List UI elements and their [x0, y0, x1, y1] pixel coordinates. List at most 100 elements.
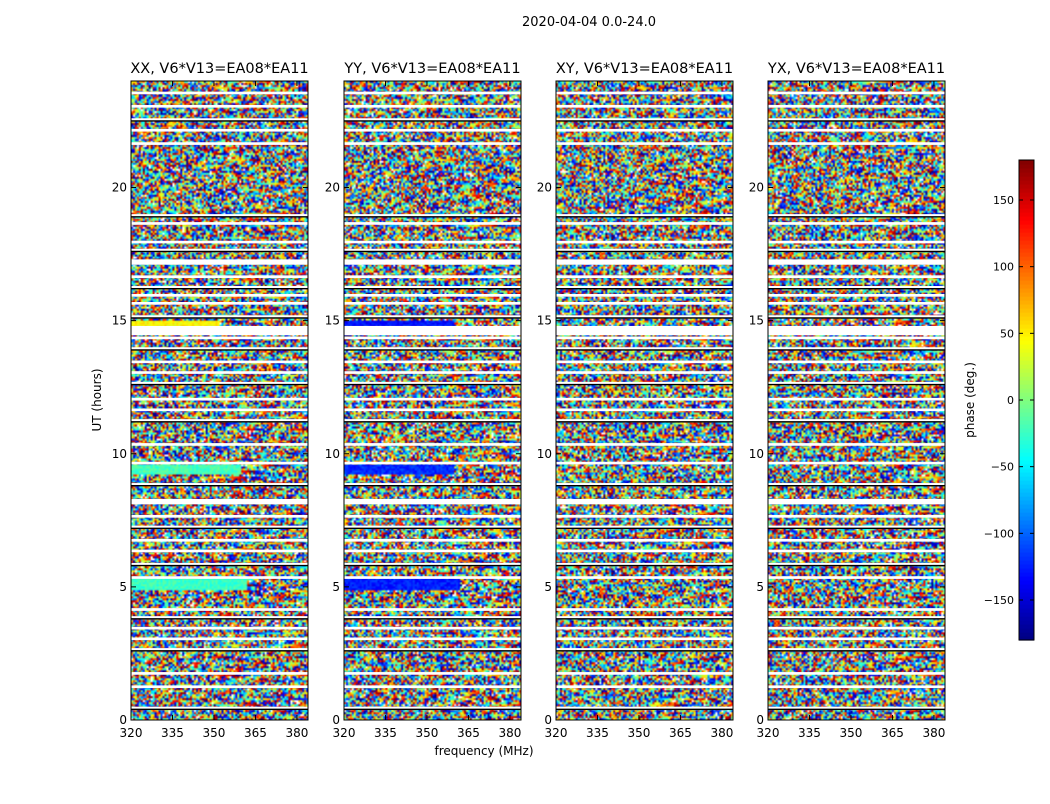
colorbar-tick-label-4: 50 — [1000, 327, 1014, 340]
x-tick-label-1-0: 320 — [333, 726, 356, 740]
flagged-row-2-38 — [556, 128, 733, 132]
flagged-row-0-3 — [131, 648, 308, 651]
y-tick-label-0-1: 5 — [119, 580, 127, 594]
colorbar: −150 −100 −50 0 50 100 150 — [984, 159, 1035, 641]
flagged-row-1-29 — [344, 294, 521, 297]
flag-block-0 — [131, 327, 308, 336]
flagged-row-1-36 — [344, 214, 521, 217]
colorbar-segment — [1019, 484, 1034, 489]
flag-block-1 — [344, 327, 521, 336]
x-tick-label-1-1: 335 — [374, 726, 397, 740]
colorbar-segment — [1019, 552, 1034, 557]
colorbar-segment — [1019, 336, 1034, 341]
flagged-row-1-23 — [344, 360, 521, 364]
colorbar-segment — [1019, 328, 1034, 333]
colorbar-segment — [1019, 240, 1034, 245]
colorbar-segment — [1019, 620, 1034, 625]
flagged-row-0-7 — [131, 608, 308, 611]
colorbar-segment — [1019, 160, 1034, 165]
flagged-row-1-28 — [344, 301, 521, 305]
flagged-row-0-8 — [131, 576, 308, 579]
flagged-row-0-30 — [131, 286, 308, 289]
flagged-row-2-29 — [556, 294, 733, 297]
flagged-row-3-3 — [768, 648, 945, 651]
flagged-row-0-5 — [131, 626, 308, 630]
colorbar-segment — [1019, 568, 1034, 573]
colorbar-segment — [1019, 420, 1034, 425]
colorbar-segment — [1019, 524, 1034, 529]
flagged-row-0-11 — [131, 538, 308, 542]
colorbar-segment — [1019, 560, 1034, 565]
y-tick-label-2-4: 20 — [537, 181, 552, 195]
x-tick-label-0-1: 335 — [161, 726, 184, 740]
flagged-row-0-32 — [131, 259, 308, 265]
flagged-row-2-19 — [556, 408, 733, 412]
y-tick-label-0-2: 10 — [112, 447, 127, 461]
colorbar-segment — [1019, 384, 1034, 389]
colorbar-segment — [1019, 352, 1034, 357]
colorbar-segment — [1019, 572, 1034, 577]
colorbar-segment — [1019, 520, 1034, 525]
colorbar-segment — [1019, 440, 1034, 445]
flagged-row-1-41 — [344, 91, 521, 95]
flagged-row-1-25 — [344, 336, 521, 340]
colorbar-segment — [1019, 592, 1034, 597]
flagged-row-3-31 — [768, 275, 945, 279]
colorbar-segment — [1019, 636, 1034, 641]
flagged-row-0-33 — [131, 248, 308, 252]
flagged-row-1-11 — [344, 538, 521, 542]
flagged-row-2-30 — [556, 286, 733, 289]
colorbar-segment — [1019, 528, 1034, 533]
flagged-row-3-28 — [768, 301, 945, 305]
flagged-row-0-21 — [131, 381, 308, 385]
colorbar-segment — [1019, 500, 1034, 505]
flagged-row-1-17 — [344, 443, 521, 446]
colorbar-segment — [1019, 496, 1034, 501]
x-tick-label-1-2: 350 — [416, 726, 439, 740]
flagged-row-1-27 — [344, 315, 521, 318]
flagged-row-3-39 — [768, 118, 945, 121]
flagged-row-3-25 — [768, 336, 945, 340]
colorbar-segment — [1019, 596, 1034, 601]
colorbar-segment — [1019, 404, 1034, 409]
flagged-row-2-28 — [556, 301, 733, 305]
flagged-row-2-2 — [556, 672, 733, 675]
x-tick-label-2-3: 365 — [669, 726, 692, 740]
flagged-row-2-40 — [556, 104, 733, 108]
flagged-row-1-16 — [344, 461, 521, 465]
flagged-row-3-29 — [768, 294, 945, 297]
colorbar-segment — [1019, 512, 1034, 517]
colorbar-segment — [1019, 364, 1034, 369]
colorbar-segment — [1019, 480, 1034, 485]
colorbar-segment — [1019, 204, 1034, 209]
flagged-row-0-0 — [131, 706, 308, 710]
colorbar-segment — [1019, 532, 1034, 537]
x-tick-label-1-4: 380 — [498, 726, 521, 740]
flagged-row-3-23 — [768, 360, 945, 364]
x-tick-label-0-4: 380 — [285, 726, 308, 740]
flagged-row-2-17 — [556, 443, 733, 446]
colorbar-segment — [1019, 236, 1034, 241]
flagged-row-3-37 — [768, 142, 945, 145]
colorbar-segment — [1019, 280, 1034, 285]
colorbar-segment — [1019, 508, 1034, 513]
flagged-row-3-19 — [768, 408, 945, 412]
flagged-row-1-0 — [344, 706, 521, 710]
colorbar-segment — [1019, 452, 1034, 457]
flagged-row-0-36 — [131, 214, 308, 217]
flagged-row-0-27 — [131, 315, 308, 318]
colorbar-segment — [1019, 580, 1034, 585]
colorbar-segment — [1019, 460, 1034, 465]
y-tick-label-3-3: 15 — [749, 314, 764, 328]
flagged-row-3-4 — [768, 637, 945, 641]
flagged-row-2-4 — [556, 637, 733, 641]
colorbar-segment — [1019, 492, 1034, 497]
flagged-row-2-22 — [556, 371, 733, 374]
x-tick-label-3-3: 365 — [881, 726, 904, 740]
y-tick-label-3-0: 0 — [756, 713, 764, 727]
flagged-row-3-35 — [768, 222, 945, 225]
flagged-row-1-35 — [344, 222, 521, 225]
colorbar-segment — [1019, 548, 1034, 553]
colorbar-segment — [1019, 464, 1034, 469]
colorbar-segment — [1019, 188, 1034, 193]
